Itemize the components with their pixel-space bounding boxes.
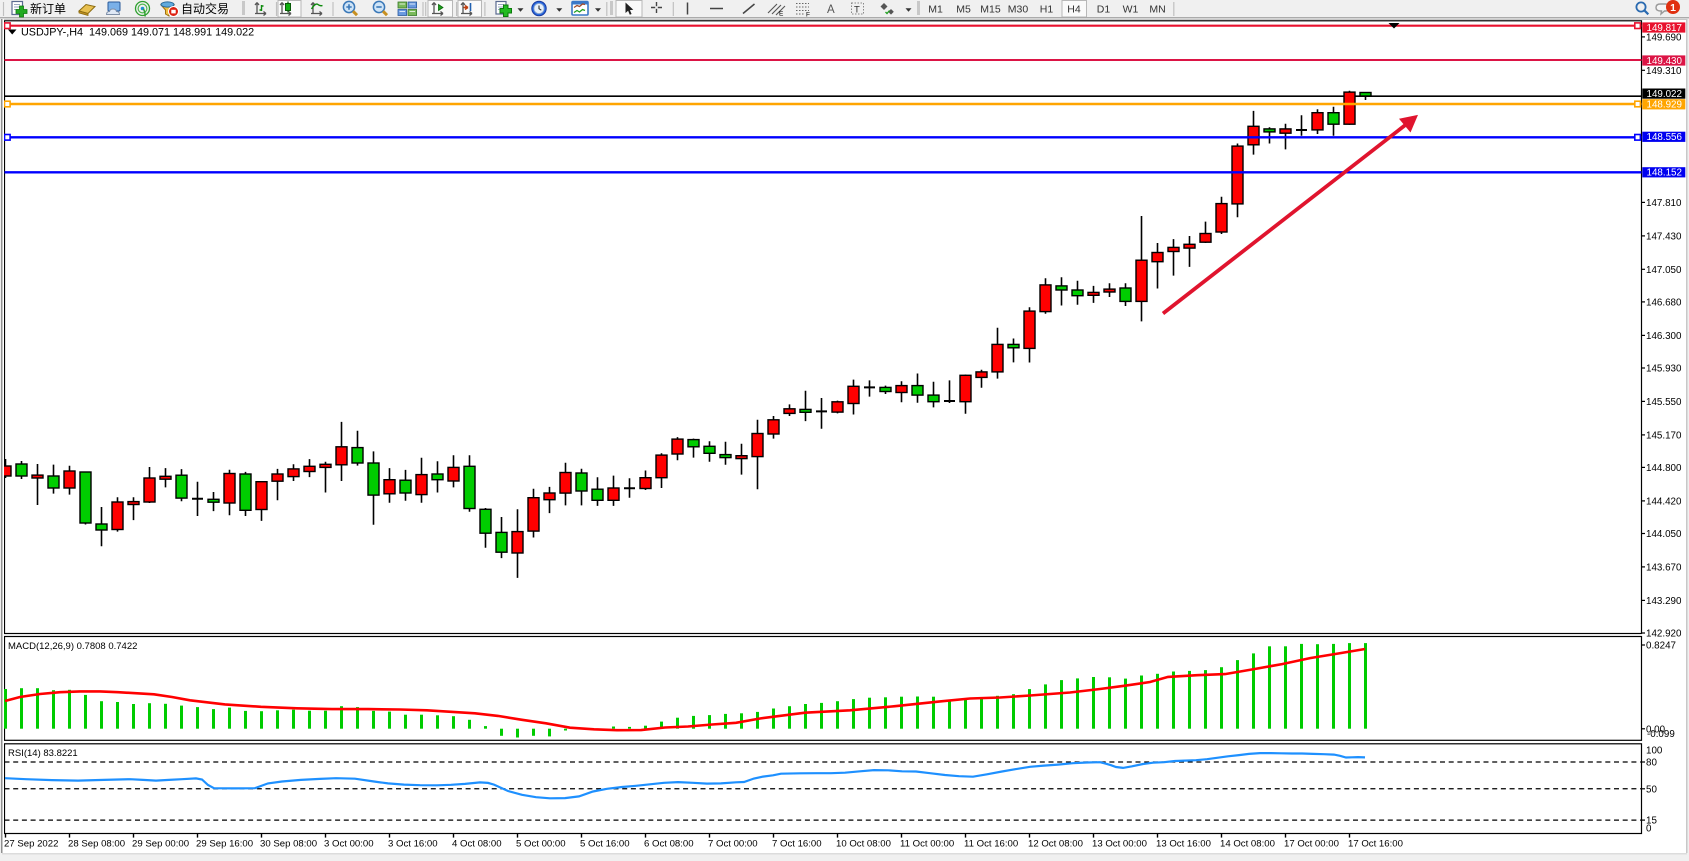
svg-text:RSI(14) 83.8221: RSI(14) 83.8221: [8, 748, 78, 759]
svg-text:7 Oct 16:00: 7 Oct 16:00: [772, 839, 822, 850]
svg-text:1: 1: [1670, 2, 1676, 14]
svg-text:147.810: 147.810: [1646, 198, 1682, 209]
svg-text:A: A: [827, 4, 835, 16]
svg-text:147.050: 147.050: [1646, 265, 1682, 276]
svg-text:28 Sep 08:00: 28 Sep 08:00: [68, 839, 125, 850]
svg-text:M5: M5: [956, 4, 971, 16]
svg-text:148.929: 148.929: [1647, 100, 1682, 111]
svg-text:11 Oct 00:00: 11 Oct 00:00: [900, 839, 954, 850]
svg-text:F: F: [806, 12, 810, 19]
svg-text:MACD(12,26,9) 0.7808 0.7422: MACD(12,26,9) 0.7808 0.7422: [8, 641, 137, 652]
svg-text:0.00: 0.00: [1646, 724, 1666, 735]
svg-text:27 Sep 2022: 27 Sep 2022: [4, 839, 58, 850]
svg-text:11 Oct 16:00: 11 Oct 16:00: [964, 839, 1018, 850]
svg-text:M15: M15: [980, 4, 1001, 16]
svg-text:146.680: 146.680: [1646, 297, 1682, 308]
svg-text:6 Oct 08:00: 6 Oct 08:00: [644, 839, 694, 850]
svg-text:12 Oct 08:00: 12 Oct 08:00: [1028, 839, 1083, 850]
svg-text:10 Oct 08:00: 10 Oct 08:00: [836, 839, 891, 850]
svg-text:144.800: 144.800: [1646, 463, 1682, 474]
svg-text:149.022: 149.022: [1647, 89, 1682, 100]
svg-text:147.430: 147.430: [1646, 231, 1682, 242]
svg-text:自动交易: 自动交易: [181, 1, 229, 16]
svg-text:-0.099: -0.099: [1647, 729, 1675, 740]
svg-text:5 Oct 00:00: 5 Oct 00:00: [516, 839, 566, 850]
svg-text:D1: D1: [1097, 4, 1111, 16]
svg-text:13 Oct 00:00: 13 Oct 00:00: [1092, 839, 1147, 850]
svg-text:T: T: [854, 5, 860, 16]
svg-text:H1: H1: [1040, 4, 1054, 16]
svg-text:15: 15: [1646, 816, 1657, 827]
svg-text:80: 80: [1646, 758, 1657, 769]
svg-text:100: 100: [1646, 746, 1663, 757]
svg-text:7 Oct 00:00: 7 Oct 00:00: [708, 839, 758, 850]
svg-text:145.930: 145.930: [1646, 364, 1682, 375]
svg-text:143.290: 143.290: [1646, 596, 1682, 607]
svg-text:0: 0: [1646, 823, 1652, 834]
svg-text:145.550: 145.550: [1646, 397, 1682, 408]
svg-text:148.556: 148.556: [1647, 132, 1683, 143]
svg-text:17 Oct 16:00: 17 Oct 16:00: [1348, 839, 1403, 850]
svg-text:149.310: 149.310: [1646, 66, 1682, 77]
svg-text:29 Sep 00:00: 29 Sep 00:00: [132, 839, 189, 850]
svg-text:149.690: 149.690: [1646, 32, 1682, 43]
svg-text:5 Oct 16:00: 5 Oct 16:00: [580, 839, 630, 850]
svg-text:50: 50: [1646, 784, 1657, 795]
svg-text:13 Oct 16:00: 13 Oct 16:00: [1156, 839, 1211, 850]
svg-text:142.920: 142.920: [1646, 629, 1682, 640]
svg-text:17 Oct 00:00: 17 Oct 00:00: [1284, 839, 1339, 850]
svg-text:4 Oct 08:00: 4 Oct 08:00: [452, 839, 502, 850]
svg-text:146.300: 146.300: [1646, 331, 1682, 342]
svg-text:0.8247: 0.8247: [1646, 641, 1676, 652]
svg-text:144.420: 144.420: [1646, 496, 1682, 507]
svg-text:M30: M30: [1008, 4, 1029, 16]
svg-text:W1: W1: [1123, 4, 1139, 16]
svg-text:149.430: 149.430: [1647, 56, 1683, 67]
svg-text:H4: H4: [1067, 4, 1081, 16]
svg-text:14 Oct 08:00: 14 Oct 08:00: [1220, 839, 1275, 850]
svg-text:3 Oct 16:00: 3 Oct 16:00: [388, 839, 438, 850]
svg-text:E: E: [779, 11, 784, 18]
svg-text:3 Oct 00:00: 3 Oct 00:00: [324, 839, 374, 850]
svg-text:144.050: 144.050: [1646, 529, 1682, 540]
svg-text:USDJPY-,H4 149.069 149.071 14: USDJPY-,H4 149.069 149.071 148.991 149.0…: [21, 26, 254, 38]
svg-text:新订单: 新订单: [30, 1, 66, 16]
svg-text:143.670: 143.670: [1646, 562, 1682, 573]
svg-text:29 Sep 16:00: 29 Sep 16:00: [196, 839, 253, 850]
svg-text:148.152: 148.152: [1647, 168, 1682, 179]
svg-text:MN: MN: [1149, 4, 1165, 16]
svg-text:M1: M1: [928, 4, 943, 16]
svg-text:149.817: 149.817: [1647, 23, 1682, 34]
svg-text:30 Sep 08:00: 30 Sep 08:00: [260, 839, 317, 850]
svg-text:145.170: 145.170: [1646, 430, 1682, 441]
